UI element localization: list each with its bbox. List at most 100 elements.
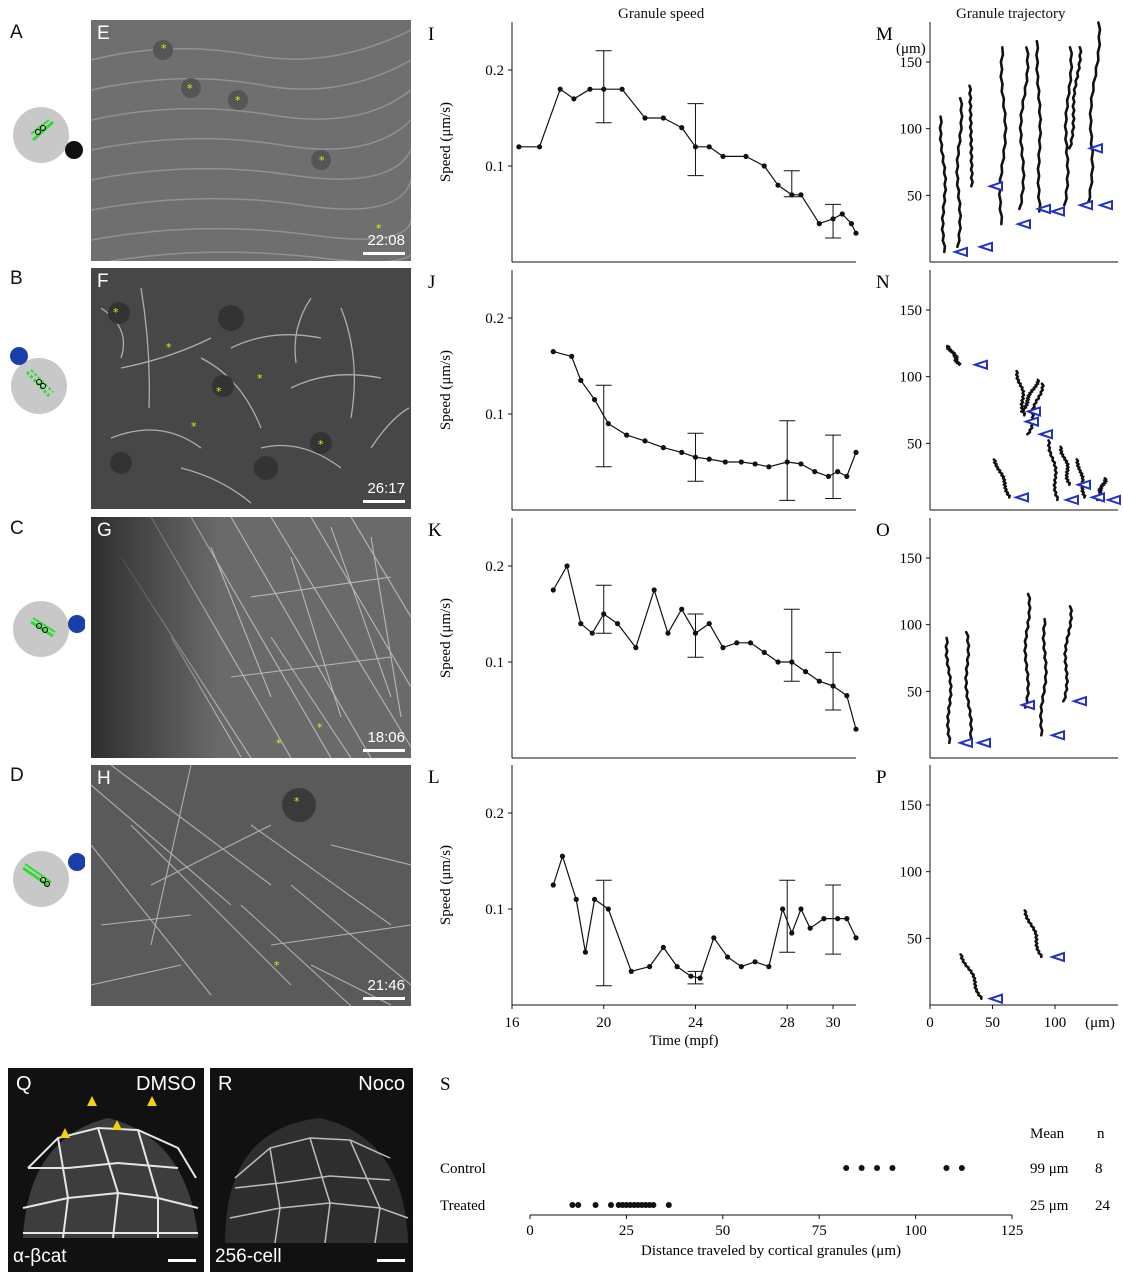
- granule-marker: *: [276, 737, 282, 750]
- speed-point: [660, 445, 666, 451]
- treatment-label: DMSO: [136, 1073, 196, 1095]
- start-marker: [951, 246, 968, 258]
- granule-marker: *: [235, 94, 241, 107]
- start-marker: [1018, 699, 1035, 711]
- speed-point: [752, 959, 758, 965]
- speed-point: [605, 906, 611, 912]
- panel-label: M: [876, 24, 893, 45]
- distance-point: [858, 1165, 865, 1171]
- speed-point: [651, 587, 657, 593]
- y-tick-label: 0.2: [485, 559, 504, 575]
- granule-marker: *: [166, 341, 172, 354]
- speed-point: [816, 221, 822, 227]
- speed-point: [734, 640, 740, 646]
- granule-trajectory: [1058, 445, 1072, 486]
- speed-point: [835, 469, 841, 475]
- x-tick-label: 100: [1044, 1015, 1067, 1031]
- start-marker: [1104, 494, 1121, 506]
- micrograph-h: H * * 21:46: [91, 765, 411, 1006]
- start-marker: [1024, 406, 1041, 417]
- x-tick-label: 28: [780, 1015, 795, 1031]
- speed-point: [591, 896, 598, 903]
- speed-point: [679, 449, 685, 455]
- y-axis-label: Speed (μm/s): [438, 102, 454, 182]
- speed-point: [812, 469, 818, 475]
- speed-point: [564, 563, 570, 569]
- row-label: Control: [440, 1161, 486, 1177]
- speed-point: [536, 144, 543, 150]
- y-tick-label: 0.1: [485, 902, 504, 918]
- x-tick-label: 16: [505, 1015, 521, 1031]
- speed-point: [798, 192, 804, 198]
- granule-marker: *: [376, 222, 382, 235]
- speed-point: [844, 473, 850, 479]
- distance-point: [569, 1202, 576, 1208]
- y-tick-label: 0.2: [485, 806, 504, 822]
- speed-point: [619, 86, 625, 92]
- embryo-schematic-b: [10, 347, 67, 414]
- speed-point: [816, 678, 822, 684]
- granule-trajectory: [1035, 39, 1043, 213]
- speed-point: [722, 459, 728, 465]
- x-tick-label: 125: [1001, 1223, 1024, 1239]
- granule-marker: *: [318, 438, 324, 451]
- start-marker: [986, 993, 1003, 1005]
- y-tick-label: 50: [907, 436, 922, 452]
- speed-point: [571, 96, 577, 102]
- granule-trajectory: [1038, 617, 1048, 737]
- speed-point: [711, 935, 717, 941]
- granule-marker: *: [294, 795, 300, 808]
- start-marker: [1096, 199, 1113, 211]
- start-marker: [986, 180, 1003, 192]
- stain-label: α-βcat: [13, 1246, 67, 1267]
- granule-trajectory: [1018, 46, 1030, 211]
- granule-marker: *: [319, 154, 325, 167]
- speed-point: [780, 906, 786, 912]
- panel-label: K: [428, 520, 442, 541]
- speed-point: [550, 349, 556, 355]
- granule-trajectory: [1023, 909, 1043, 959]
- speed-point: [738, 459, 744, 465]
- speed-point: [798, 461, 804, 467]
- y-tick-label: 150: [900, 303, 923, 319]
- row-mean: 25 μm: [1030, 1198, 1069, 1214]
- granule-trajectory: [964, 630, 974, 745]
- speed-point: [853, 935, 859, 941]
- panel-label: I: [428, 24, 434, 45]
- speed-point: [697, 975, 703, 981]
- y-axis-label: Speed (μm/s): [438, 350, 454, 430]
- speed-point: [844, 916, 850, 922]
- micrograph-e: E * * * * * 22:08: [91, 20, 411, 261]
- x-tick-label: 100: [904, 1223, 927, 1239]
- speed-point: [550, 882, 556, 888]
- speed-point: [853, 449, 859, 455]
- panel-label-c: C: [10, 518, 24, 539]
- distance-strip-plot: S Mean n Control 99 μm 8 Treated 25 μm 24 0 25 50 75…: [440, 1074, 1111, 1259]
- speed-point: [724, 954, 731, 960]
- speed-point: [578, 621, 584, 627]
- speed-point: [853, 726, 859, 732]
- speed-point: [752, 461, 758, 467]
- granule-trajectory: [1023, 592, 1032, 709]
- distance-point: [874, 1165, 881, 1171]
- granule-trajectory: [992, 458, 1012, 499]
- speed-line: [552, 565, 857, 730]
- speed-point: [821, 916, 827, 922]
- speed-point: [743, 153, 749, 159]
- x-unit-label: (μm): [1085, 1015, 1115, 1031]
- y-tick-label: 100: [900, 618, 923, 634]
- start-marker: [1076, 199, 1093, 211]
- granule-trajectory: [1075, 458, 1087, 499]
- speed-point: [559, 853, 566, 859]
- granule-trajectory: [997, 46, 1008, 226]
- distance-point: [592, 1202, 599, 1208]
- start-marker: [974, 737, 991, 749]
- timestamp: 22:08: [367, 232, 405, 249]
- y-tick-label: 50: [907, 188, 922, 204]
- speed-point: [642, 438, 648, 444]
- y-tick-label: 150: [900, 55, 923, 71]
- granule-trajectory: [959, 953, 983, 1000]
- speed-point: [706, 621, 712, 627]
- trajectory-column-title: Granule trajectory: [956, 6, 1066, 22]
- speed-point: [665, 630, 671, 636]
